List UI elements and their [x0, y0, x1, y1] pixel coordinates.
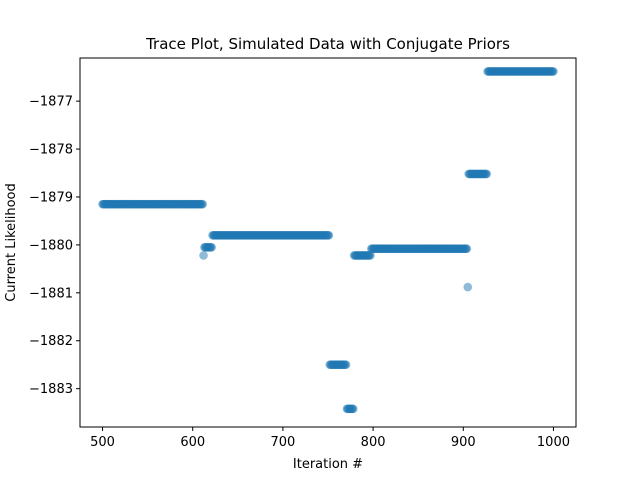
data-point: [198, 199, 207, 209]
data-point: [366, 251, 375, 260]
x-axis: 500 600 700 800 900 1000: [90, 427, 570, 450]
y-tick-label: −1883: [29, 382, 73, 397]
y-tick-label: −1881: [29, 286, 73, 301]
y-tick-label: −1877: [29, 95, 73, 110]
x-tick-label: 900: [451, 435, 476, 450]
x-tick-label: 600: [180, 435, 205, 450]
data-point: [463, 282, 473, 292]
y-axis: −1883 −1882 −1881 −1880 −1879 −1878 −1877: [29, 95, 80, 397]
data-point: [348, 404, 358, 414]
data-point: [207, 242, 216, 252]
data-points: [98, 67, 558, 414]
x-tick-label: 800: [361, 435, 386, 450]
data-point: [341, 360, 351, 370]
data-point: [462, 244, 472, 254]
x-tick-label: 500: [90, 435, 115, 450]
data-point: [482, 169, 492, 179]
chart-title: Trace Plot, Simulated Data with Conjugat…: [145, 35, 510, 53]
y-tick-label: −1880: [29, 238, 73, 253]
x-tick-label: 700: [270, 435, 295, 450]
data-point: [199, 251, 208, 260]
y-tick-label: −1878: [29, 143, 73, 158]
y-tick-label: −1879: [29, 190, 73, 205]
y-tick-label: −1882: [29, 334, 73, 349]
x-axis-title: Iteration #: [293, 457, 363, 472]
x-tick-label: 1000: [537, 435, 570, 450]
data-point: [324, 231, 334, 240]
y-axis-title: Current Likelihood: [4, 183, 19, 302]
plot-area-frame: [79, 57, 577, 428]
data-point: [549, 67, 558, 76]
